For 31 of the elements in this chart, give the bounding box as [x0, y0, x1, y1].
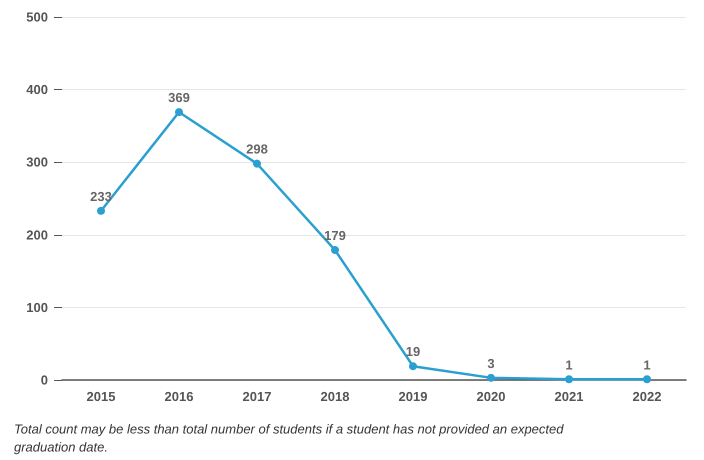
- data-label: 1: [565, 357, 573, 372]
- point: [487, 374, 495, 382]
- point: [253, 160, 261, 168]
- point: [331, 246, 339, 254]
- x-tick-label: 2021: [554, 389, 584, 404]
- y-tick-label: 100: [26, 300, 48, 315]
- point: [565, 375, 573, 384]
- data-label: 3: [487, 356, 495, 371]
- y-tick-label: 200: [26, 227, 48, 242]
- data-label: 298: [246, 142, 268, 157]
- x-tick-label: 2017: [242, 389, 272, 404]
- x-tick-label: 2018: [320, 389, 350, 404]
- point: [643, 375, 651, 384]
- point: [175, 108, 183, 116]
- x-tick-label: 2020: [476, 389, 506, 404]
- data-label: 369: [168, 90, 190, 106]
- point: [409, 362, 417, 370]
- text: Total count may be less than total number of students if a student has not provided an expected graduation date.: [14, 422, 568, 454]
- data-label: 233: [90, 188, 112, 204]
- y-tick-label: 400: [26, 82, 48, 98]
- y-tick-label: 300: [26, 154, 48, 170]
- x-tick-label: 2022: [632, 389, 662, 404]
- x-tick-label: 2016: [164, 389, 194, 404]
- x-tick-label: 2015: [86, 389, 116, 404]
- data-label: 179: [324, 228, 346, 244]
- data-label: 19: [406, 344, 420, 360]
- point: [97, 206, 105, 215]
- y-tick-label: 0: [40, 372, 48, 388]
- y-tick-label: 500: [26, 10, 48, 24]
- x-tick-label: 2019: [398, 389, 428, 404]
- data-label: 1: [643, 357, 651, 372]
